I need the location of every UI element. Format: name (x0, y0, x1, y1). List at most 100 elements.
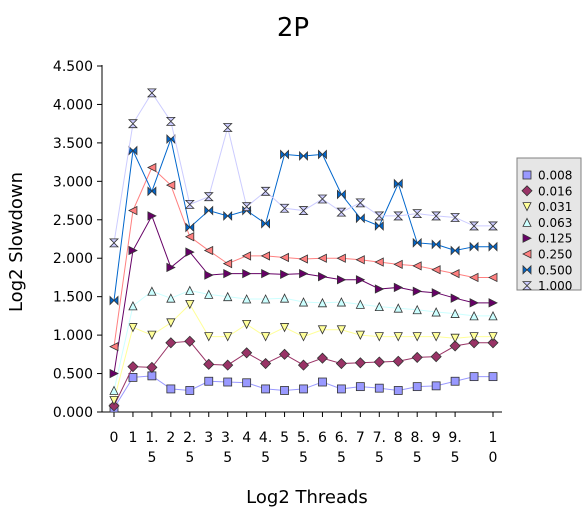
data-point (374, 301, 384, 312)
x-tick-label: 6 (318, 430, 327, 446)
data-point (412, 304, 422, 315)
data-point (355, 213, 365, 224)
data-point (393, 332, 403, 342)
legend-item: 1.000 (522, 279, 572, 293)
data-point (280, 269, 290, 280)
data-point (109, 295, 119, 306)
data-point (279, 203, 290, 213)
data-point (431, 307, 441, 317)
series-1.000 (109, 88, 498, 248)
data-point (336, 384, 346, 394)
x-tick-label: 5 (280, 430, 289, 446)
x-tick-label: 3. (221, 430, 234, 446)
data-point (128, 205, 138, 216)
data-point (146, 361, 158, 373)
x-tick-label: 7. (373, 430, 386, 446)
data-point (278, 348, 291, 360)
x-tick-label: 0 (110, 430, 119, 446)
data-point (374, 383, 384, 393)
data-point (223, 377, 233, 387)
x-tick-label: 5 (261, 450, 270, 466)
data-point (166, 384, 176, 394)
legend-marker (522, 281, 532, 291)
legend-item: 0.016 (521, 184, 572, 198)
data-point (392, 355, 404, 367)
x-tick-label: 1. (145, 430, 158, 446)
y-tick-label: 2.000 (53, 251, 93, 267)
x-tick-label: 5. (297, 430, 310, 446)
x-tick-label: 4 (242, 430, 251, 446)
y-tick-label: 0.500 (53, 367, 93, 383)
data-point (203, 245, 214, 256)
data-point (336, 207, 347, 217)
data-point (109, 385, 119, 395)
data-point (488, 221, 498, 231)
data-point (109, 368, 119, 379)
data-point (469, 221, 480, 231)
data-point (279, 323, 290, 333)
data-point (204, 205, 214, 216)
x-tick-label: 1 (489, 430, 498, 446)
data-point (184, 232, 195, 242)
data-point (317, 253, 327, 263)
data-point (374, 220, 384, 231)
legend-label: 0.250 (538, 248, 572, 262)
data-point (280, 149, 289, 160)
legend-item: 0.500 (522, 263, 572, 277)
data-point (127, 119, 138, 129)
legend-label: 0.500 (538, 263, 572, 277)
x-tick-label: 4. (259, 430, 272, 446)
data-point (488, 310, 498, 321)
data-point (298, 206, 309, 215)
data-point (223, 268, 233, 279)
x-tick-label: 8. (411, 430, 424, 446)
data-point (165, 116, 176, 126)
data-point (203, 358, 215, 370)
data-point (185, 247, 195, 257)
data-point (412, 237, 422, 248)
data-point (279, 252, 289, 263)
legend-item: 0.250 (522, 248, 572, 262)
data-point (165, 337, 177, 349)
data-point (336, 297, 347, 307)
legend-marker (522, 249, 532, 259)
data-point (185, 386, 195, 395)
data-point (280, 386, 289, 395)
data-point (488, 332, 498, 342)
legend-marker (522, 264, 532, 275)
legend-item: 0.008 (522, 169, 572, 183)
data-point (185, 222, 195, 233)
x-tick-label: 5 (337, 450, 346, 466)
legend-label: 0.125 (538, 232, 572, 246)
data-point (469, 372, 479, 382)
data-point (222, 359, 234, 371)
data-point (316, 352, 329, 364)
series-0.016 (108, 335, 499, 412)
data-point (355, 198, 366, 208)
series-0.063 (109, 285, 498, 395)
x-tick-label: 5 (413, 450, 422, 466)
data-point (431, 332, 441, 342)
data-point (299, 150, 308, 161)
data-point (241, 347, 253, 359)
data-point (241, 202, 252, 212)
data-point (260, 251, 271, 261)
data-point (412, 332, 422, 342)
series-0.031 (109, 299, 498, 406)
x-tick-label: 6. (335, 430, 348, 446)
data-point (147, 286, 157, 296)
y-tick-label: 1.500 (53, 290, 93, 306)
data-point (318, 377, 327, 387)
legend-item: 0.125 (522, 232, 572, 246)
data-point (223, 332, 233, 342)
data-point (431, 288, 442, 298)
data-point (431, 239, 441, 250)
data-point (166, 293, 176, 303)
data-point (488, 272, 498, 283)
x-tick-label: 5 (147, 450, 156, 466)
data-point (469, 332, 479, 342)
data-point (260, 332, 271, 342)
data-point (412, 286, 423, 296)
